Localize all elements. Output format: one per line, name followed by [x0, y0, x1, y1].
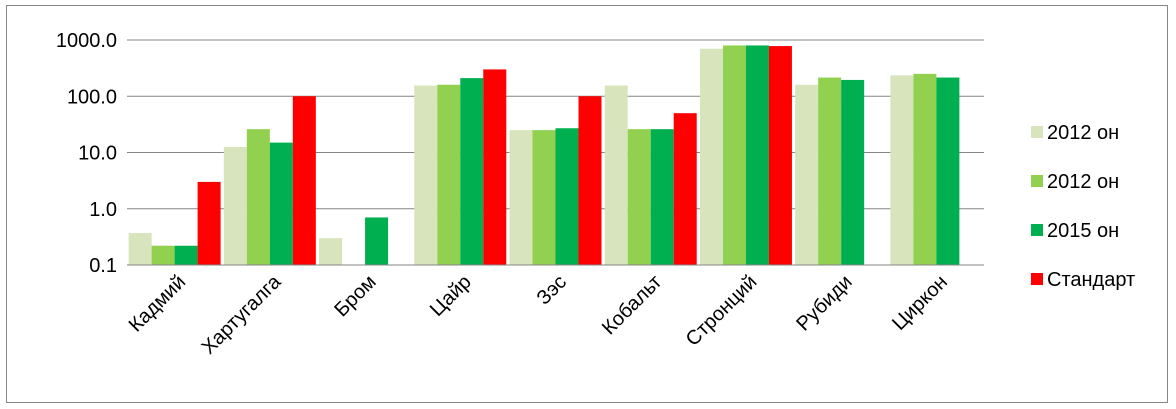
- x-category-label: Циркон: [888, 271, 952, 335]
- x-category-label: Кобальт: [598, 271, 666, 339]
- bar-4-3: [483, 69, 507, 265]
- bar-1-2: [319, 238, 343, 265]
- bar-3-1: [269, 142, 293, 265]
- x-axis-category-labels: Кадмий Хартугалга Бром Цайр Зэс Кобальт Стронц…: [125, 270, 952, 358]
- legend-label: 2015 он: [1047, 220, 1119, 242]
- bar-4-0: [197, 181, 221, 265]
- bar-2-1: [246, 129, 270, 265]
- bar-2-6: [722, 45, 746, 265]
- legend-label: 2012 он: [1047, 171, 1119, 193]
- bar-2-5: [627, 129, 651, 265]
- legend-label: 2012 он: [1047, 122, 1119, 144]
- y-tick-label: 1000.0: [56, 30, 117, 52]
- bar-1-5: [604, 85, 628, 265]
- bar-2-8: [913, 73, 937, 265]
- bar-3-2: [365, 217, 389, 265]
- x-category-label: Цайр: [426, 271, 476, 321]
- legend-label: Стандарт: [1047, 269, 1135, 291]
- bar-1-1: [223, 147, 247, 265]
- bar-4-5: [673, 113, 697, 265]
- bar-2-7: [818, 77, 842, 265]
- bar-3-0: [174, 245, 198, 265]
- bar-3-5: [650, 129, 674, 265]
- legend-swatch: [1031, 273, 1043, 285]
- bar-4-1: [292, 96, 316, 265]
- bar-1-3: [414, 85, 438, 265]
- y-axis-tick-labels: 1000.0 100.0 10.0 1.0 0.1: [56, 30, 117, 277]
- bar-1-7: [795, 84, 819, 265]
- bars: [128, 45, 960, 266]
- bar-1-6: [699, 48, 723, 266]
- y-tick-label: 100.0: [67, 86, 117, 108]
- legend-swatch: [1031, 224, 1043, 236]
- y-tick-label: 10.0: [78, 143, 117, 165]
- bar-2-0: [151, 245, 175, 265]
- x-category-label: Рубиди: [792, 271, 856, 335]
- x-category-label: Зэс: [533, 271, 571, 309]
- bar-1-0: [128, 233, 152, 265]
- y-tick-label: 1.0: [89, 199, 117, 221]
- bar-3-7: [841, 79, 865, 266]
- bar-3-6: [745, 45, 769, 265]
- bar-4-6: [768, 46, 792, 266]
- bar-4-4: [578, 96, 602, 265]
- bar-1-8: [890, 75, 914, 265]
- legend: 2012 он 2012 он 2015 он Стандарт: [1031, 122, 1135, 291]
- x-category-label: Стронций: [682, 271, 762, 351]
- bar-1-4: [509, 130, 533, 265]
- x-category-label: Кадмий: [125, 271, 190, 336]
- bar-2-4: [532, 130, 556, 265]
- y-tick-label: 0.1: [89, 255, 117, 277]
- bar-3-4: [555, 128, 579, 265]
- legend-swatch: [1031, 175, 1043, 187]
- bar-2-3: [437, 84, 461, 265]
- x-category-label: Бром: [330, 271, 380, 321]
- legend-swatch: [1031, 126, 1043, 138]
- bar-3-8: [936, 77, 960, 265]
- x-category-label: Хартугалга: [198, 270, 286, 358]
- bar-3-3: [460, 78, 484, 265]
